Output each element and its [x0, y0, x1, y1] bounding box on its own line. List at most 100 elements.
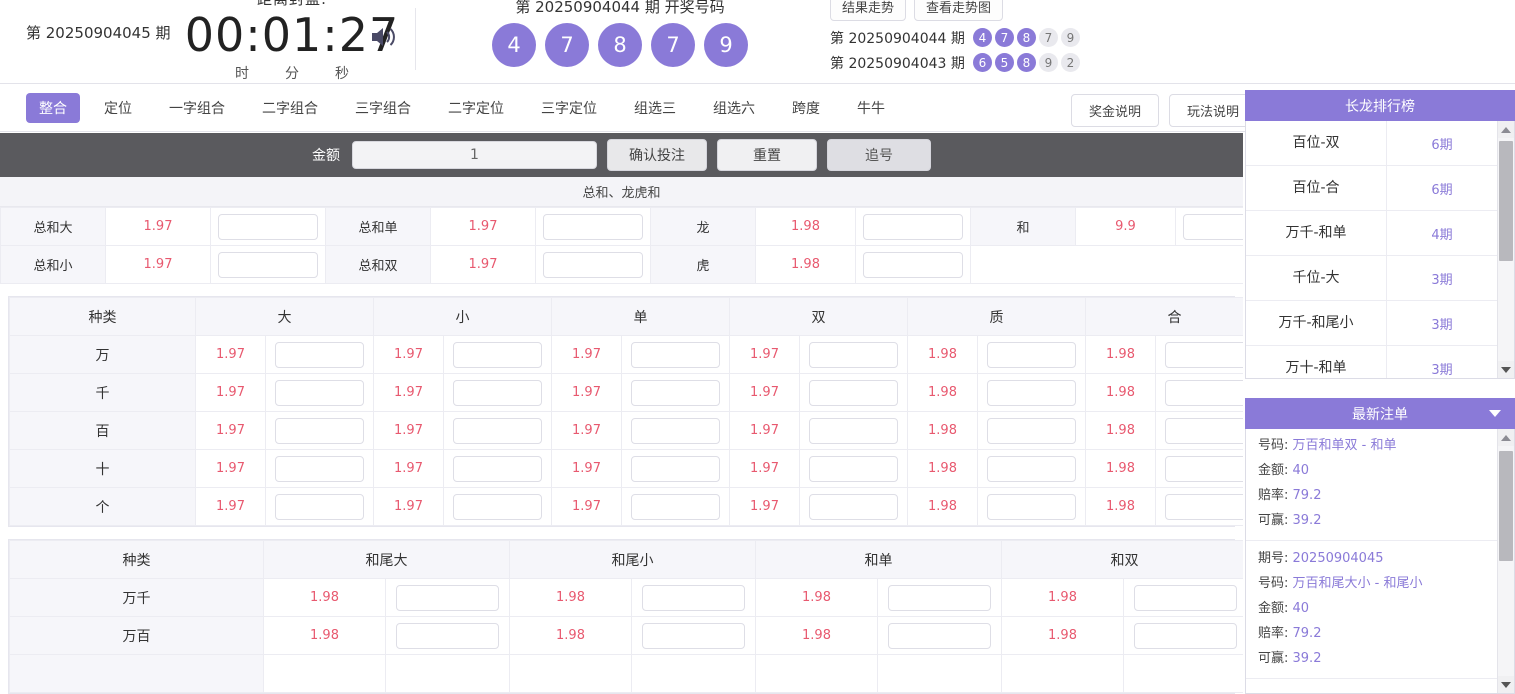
ranking-row[interactable]: 万千-和尾小 3期 [1246, 300, 1497, 346]
bet-amount-input[interactable] [862, 213, 964, 240]
bet-amount-input[interactable] [986, 341, 1077, 368]
bet-amount-input[interactable] [630, 493, 721, 520]
latest-bets-header[interactable]: 最新注单 [1245, 398, 1515, 429]
odds-cell[interactable]: 1.97 [105, 207, 211, 246]
odds-cell[interactable]: 1.97 [373, 373, 444, 412]
bet-name-cell[interactable]: 总和大 [0, 207, 106, 246]
odds-cell[interactable]: 1.97 [373, 335, 444, 374]
bet-name-cell[interactable]: 龙 [650, 207, 756, 246]
bet-amount-input[interactable] [630, 455, 721, 482]
odds-cell[interactable]: 1.97 [195, 335, 266, 374]
odds-cell[interactable]: 1.97 [195, 373, 266, 412]
bet-amount-input[interactable] [1164, 379, 1243, 406]
bet-amount-input[interactable] [641, 622, 746, 649]
ranking-row[interactable]: 百位-双 6期 [1246, 121, 1497, 166]
bet-amount-input[interactable] [1164, 455, 1243, 482]
ranking-row[interactable]: 千位-大 3期 [1246, 255, 1497, 301]
odds-cell[interactable]: 1.98 [755, 578, 878, 617]
bet-amount-input[interactable] [986, 493, 1077, 520]
bet-amount-input[interactable] [452, 455, 543, 482]
result-trend-button[interactable]: 结果走势 [830, 0, 907, 21]
odds-cell[interactable]: 1.98 [907, 449, 978, 488]
bet-amount-input[interactable] [395, 622, 500, 649]
bet-amount-input[interactable] [274, 455, 365, 482]
odds-cell[interactable]: 1.97 [430, 245, 536, 284]
bet-amount-input[interactable] [887, 584, 992, 611]
bet-amount-input[interactable] [986, 379, 1077, 406]
bet-name-cell[interactable]: 总和双 [325, 245, 431, 284]
tab-4[interactable]: 三字组合 [355, 100, 411, 117]
ranking-row[interactable]: 万十-和单 3期 [1246, 345, 1497, 378]
bet-name-cell[interactable]: 总和单 [325, 207, 431, 246]
odds-cell[interactable]: 1.97 [195, 449, 266, 488]
odds-cell[interactable]: 1.98 [263, 578, 386, 617]
odds-cell[interactable] [263, 654, 386, 693]
odds-cell[interactable]: 1.97 [373, 411, 444, 450]
latest-bets-scroll-thumb[interactable] [1499, 451, 1513, 561]
odds-cell[interactable]: 1.97 [551, 487, 622, 526]
ranking-scrollbar[interactable] [1497, 121, 1514, 378]
bet-amount-input[interactable] [452, 417, 543, 444]
tab-0[interactable]: 整合 [26, 92, 80, 123]
bet-amount-input[interactable] [808, 455, 899, 482]
bet-amount-input[interactable] [986, 417, 1077, 444]
odds-cell[interactable]: 1.98 [1001, 578, 1124, 617]
bet-amount-input[interactable] [808, 417, 899, 444]
bet-amount-input[interactable] [1182, 213, 1243, 240]
bet-amount-input[interactable] [641, 584, 746, 611]
bet-amount-input[interactable] [395, 584, 500, 611]
reset-bet-button[interactable]: 重置 [717, 139, 817, 171]
bet-amount-input[interactable] [862, 251, 964, 278]
bet-card[interactable]: 期号: 20250904045 号码: 万百和尾大小 - 和尾小 金额: 40 赔率:… [1246, 541, 1497, 679]
speaker-icon[interactable] [368, 22, 398, 52]
bet-amount-input[interactable] [274, 341, 365, 368]
bet-amount-input[interactable] [217, 251, 319, 278]
odds-cell[interactable]: 1.97 [729, 373, 800, 412]
odds-cell[interactable]: 1.97 [729, 335, 800, 374]
bet-amount-input[interactable] [887, 622, 992, 649]
ranking-row[interactable]: 百位-合 6期 [1246, 165, 1497, 211]
odds-cell[interactable]: 1.98 [1001, 616, 1124, 655]
bet-amount-input[interactable] [1133, 622, 1238, 649]
odds-cell[interactable]: 1.97 [551, 373, 622, 412]
bet-amount-input[interactable] [542, 251, 644, 278]
tab-7[interactable]: 组选三 [634, 100, 676, 117]
bet-amount-input[interactable] [1164, 341, 1243, 368]
odds-cell[interactable]: 1.98 [755, 616, 878, 655]
bet-amount-input[interactable] [542, 213, 644, 240]
odds-cell[interactable]: 1.98 [263, 616, 386, 655]
tab-3[interactable]: 二字组合 [262, 100, 318, 117]
confirm-bet-button[interactable]: 确认投注 [607, 139, 707, 171]
odds-cell[interactable]: 1.98 [1085, 411, 1156, 450]
odds-cell[interactable]: 1.97 [105, 245, 211, 284]
bet-amount-input[interactable] [1164, 493, 1243, 520]
bet-amount-input[interactable] [1164, 417, 1243, 444]
bet-amount-input[interactable] [808, 341, 899, 368]
chase-bet-button[interactable]: 追号 [827, 139, 931, 171]
bet-name-cell[interactable]: 总和小 [0, 245, 106, 284]
odds-cell[interactable]: 1.98 [907, 373, 978, 412]
odds-cell[interactable]: 1.98 [907, 411, 978, 450]
ranking-row[interactable]: 万千-和单 4期 [1246, 210, 1497, 256]
odds-cell[interactable]: 1.98 [1085, 335, 1156, 374]
tab-5[interactable]: 二字定位 [448, 100, 504, 117]
bet-amount-input[interactable] [630, 341, 721, 368]
bet-amount-input[interactable] [452, 341, 543, 368]
odds-cell[interactable]: 1.97 [551, 449, 622, 488]
odds-cell[interactable] [509, 654, 632, 693]
bet-name-cell[interactable]: 和 [970, 207, 1076, 246]
odds-cell[interactable]: 1.97 [729, 449, 800, 488]
tab-1[interactable]: 定位 [104, 100, 132, 117]
odds-cell[interactable]: 1.97 [729, 411, 800, 450]
rules-info-button[interactable]: 玩法说明 [1168, 94, 1257, 127]
odds-cell[interactable]: 1.98 [907, 335, 978, 374]
odds-cell[interactable]: 1.98 [1085, 487, 1156, 526]
odds-cell[interactable]: 1.98 [755, 245, 856, 284]
tab-2[interactable]: 一字组合 [169, 100, 225, 117]
bet-amount-input[interactable] [808, 379, 899, 406]
bet-amount-input[interactable] [630, 417, 721, 444]
tab-9[interactable]: 跨度 [792, 100, 820, 117]
tab-10[interactable]: 牛牛 [857, 100, 885, 117]
bets-scroll-up-icon[interactable] [1498, 429, 1514, 446]
